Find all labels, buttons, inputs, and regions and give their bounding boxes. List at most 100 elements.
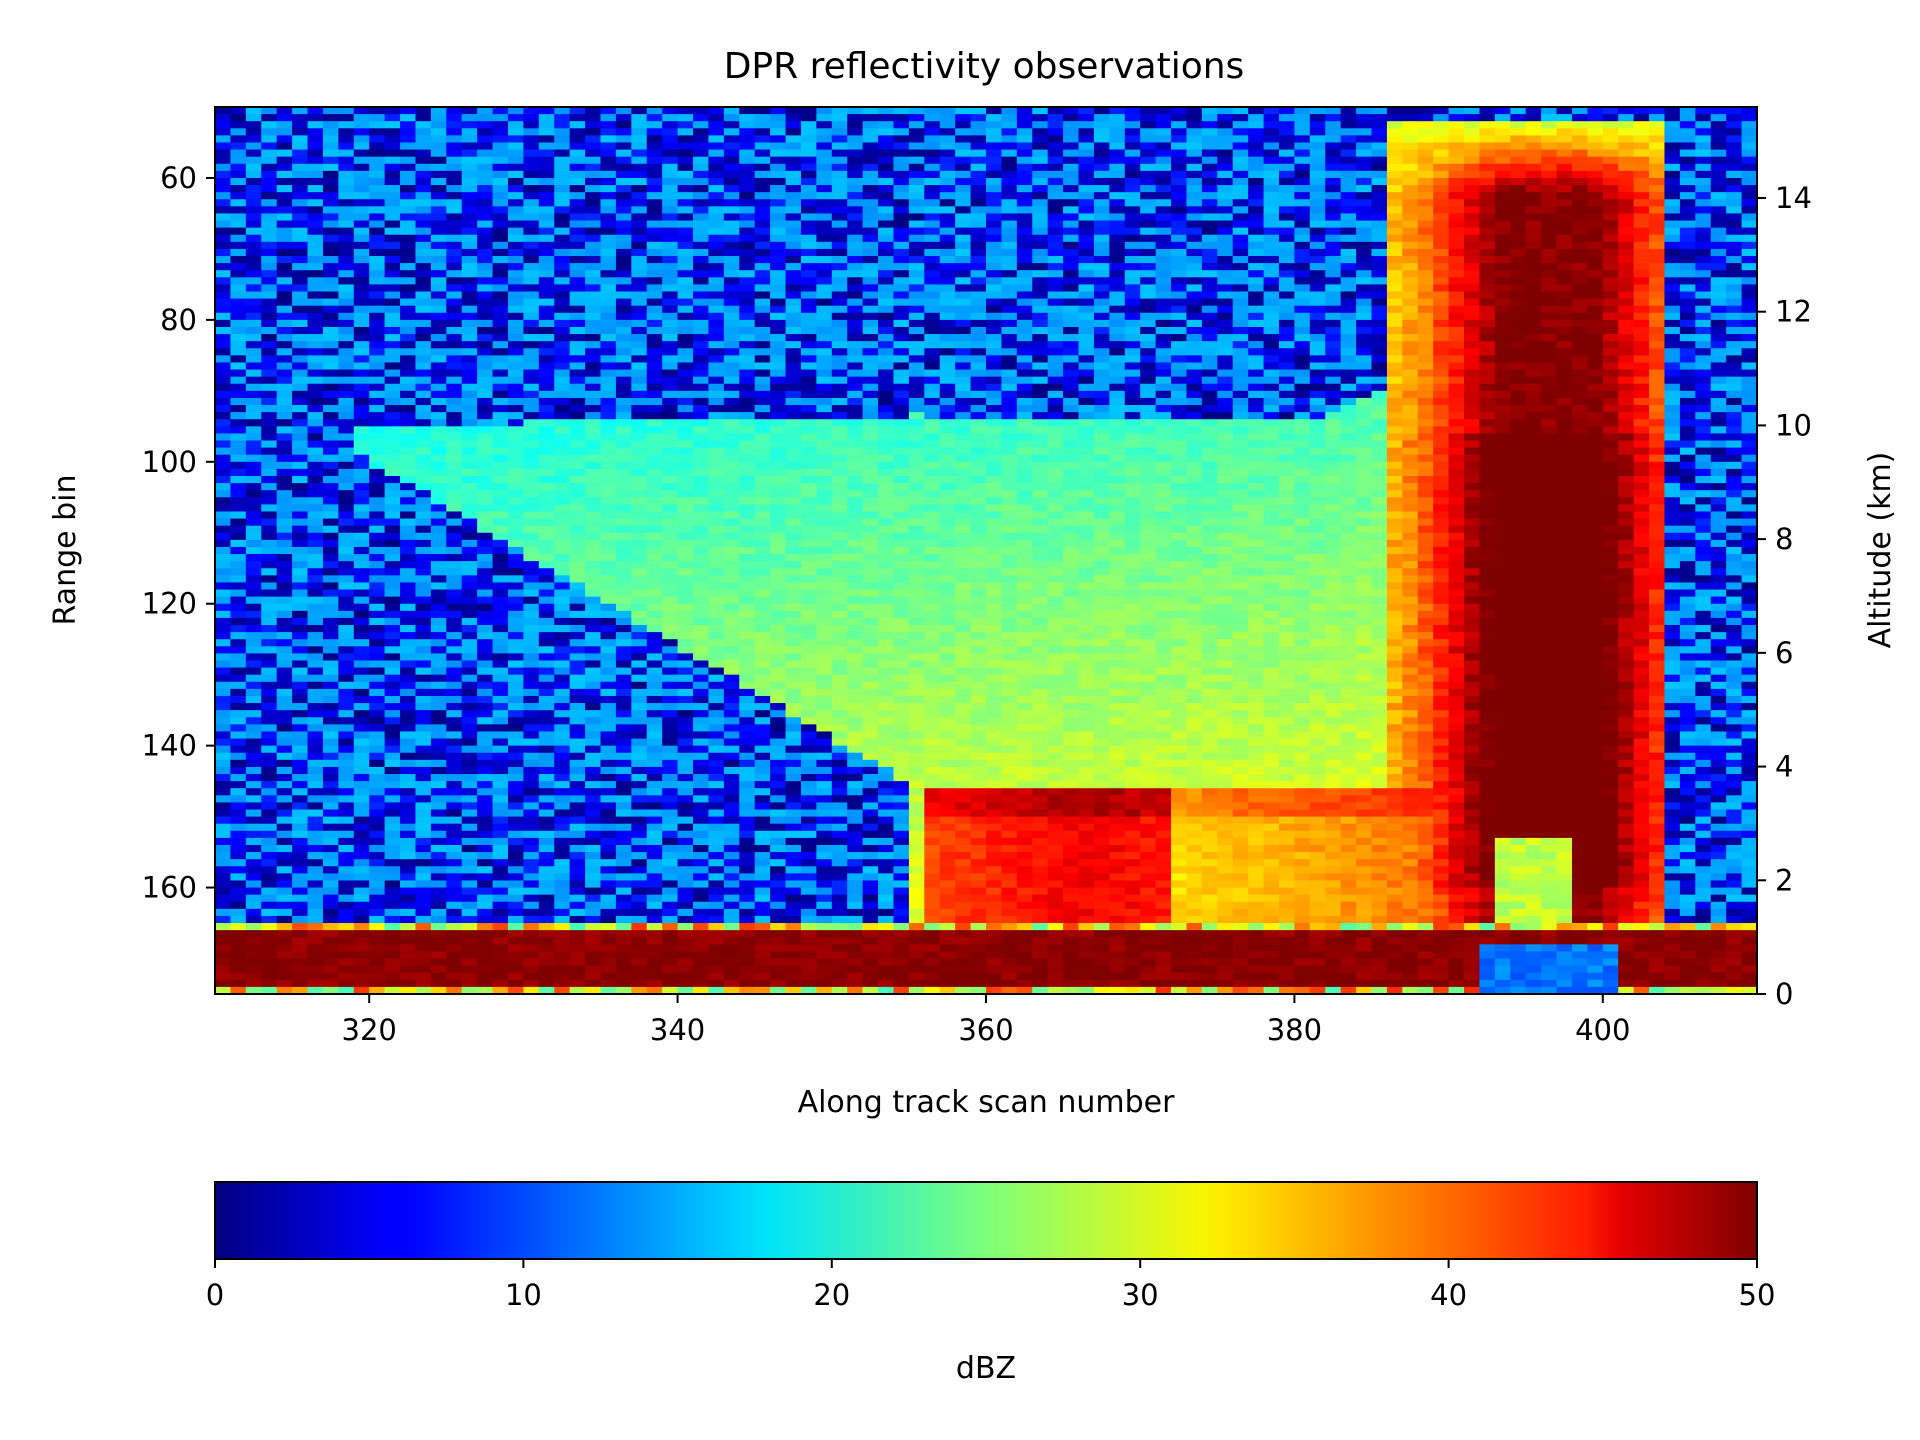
heatmap-cell	[800, 248, 817, 257]
heatmap-cell	[723, 170, 740, 179]
heatmap-cell	[446, 348, 463, 356]
heatmap-cell	[600, 192, 617, 200]
heatmap-cell	[723, 632, 740, 640]
heatmap-cell	[723, 568, 740, 576]
heatmap-cell	[708, 206, 725, 215]
heatmap-cell	[430, 816, 447, 825]
heatmap-cell	[430, 639, 447, 647]
heatmap-cell	[338, 937, 355, 945]
heatmap-cell	[292, 383, 309, 392]
heatmap-cell	[276, 745, 293, 754]
heatmap-cell	[785, 816, 802, 825]
heatmap-cell	[569, 717, 586, 725]
heatmap-cell	[739, 248, 756, 257]
heatmap-cell	[770, 582, 787, 591]
heatmap-cell	[646, 660, 663, 669]
heatmap-cell	[723, 681, 740, 690]
heatmap-cell	[230, 163, 247, 172]
heatmap-cell	[538, 930, 555, 938]
heatmap-cell	[369, 844, 386, 853]
heatmap-cell	[415, 199, 432, 207]
heatmap-cell	[615, 710, 632, 718]
heatmap-cell	[353, 660, 370, 669]
heatmap-cell	[677, 554, 694, 562]
heatmap-cell	[800, 986, 817, 995]
heatmap-cell	[569, 163, 586, 172]
heatmap-cell	[785, 518, 802, 527]
heatmap-cell	[816, 724, 833, 733]
heatmap-cell	[569, 880, 586, 889]
heatmap-cell	[492, 774, 509, 782]
heatmap-cell	[261, 724, 278, 733]
heatmap-cell	[446, 809, 463, 818]
heatmap-cell	[739, 447, 756, 456]
heatmap-cell	[261, 653, 278, 662]
heatmap-cell	[446, 923, 463, 931]
heatmap-cell	[400, 731, 417, 740]
heatmap-cell	[507, 149, 524, 158]
heatmap-cell	[400, 256, 417, 264]
heatmap-cell	[461, 326, 478, 335]
heatmap-cell	[723, 852, 740, 860]
heatmap-cell	[800, 121, 817, 129]
heatmap-cell	[230, 944, 247, 953]
heatmap-cell	[415, 454, 432, 463]
heatmap-cell	[739, 717, 756, 725]
heatmap-cell	[723, 965, 740, 974]
heatmap-cell	[785, 461, 802, 470]
heatmap-cell	[770, 213, 787, 222]
heatmap-cell	[554, 837, 571, 846]
heatmap-cell	[600, 781, 617, 789]
heatmap-cell	[615, 291, 632, 300]
heatmap-cell	[785, 185, 802, 193]
heatmap-cell	[353, 546, 370, 555]
heatmap-cell	[261, 852, 278, 860]
heatmap-cell	[538, 766, 555, 775]
heatmap-cell	[477, 724, 494, 733]
heatmap-cell	[739, 852, 756, 860]
heatmap-cell	[569, 241, 586, 250]
heatmap-cell	[369, 270, 386, 278]
heatmap-cell	[554, 149, 571, 158]
heatmap-cell	[600, 582, 617, 591]
heatmap-cell	[600, 185, 617, 193]
heatmap-cell	[230, 475, 247, 484]
heatmap-cell	[307, 582, 324, 591]
heatmap-cell	[662, 965, 679, 974]
heatmap-cell	[446, 603, 463, 612]
heatmap-cell	[677, 206, 694, 215]
heatmap-cell	[322, 206, 339, 215]
heatmap-cell	[322, 774, 339, 782]
heatmap-cell	[215, 859, 232, 867]
heatmap-cell	[646, 454, 663, 463]
heatmap-cell	[554, 291, 571, 300]
heatmap-cell	[708, 270, 725, 278]
heatmap-cell	[708, 908, 725, 917]
heatmap-cell	[631, 951, 648, 960]
heatmap-cell	[754, 341, 771, 349]
heatmap-cell	[785, 397, 802, 406]
heatmap-cell	[353, 823, 370, 832]
heatmap-cell	[245, 419, 262, 427]
heatmap-cell	[430, 695, 447, 704]
heatmap-cell	[816, 625, 833, 633]
heatmap-cell	[477, 277, 494, 285]
heatmap-cell	[538, 163, 555, 172]
heatmap-cell	[446, 199, 463, 207]
heatmap-cell	[400, 504, 417, 513]
heatmap-cell	[646, 710, 663, 718]
heatmap-cell	[430, 610, 447, 619]
heatmap-cell	[693, 475, 710, 484]
heatmap-cell	[353, 554, 370, 562]
heatmap-cell	[307, 149, 324, 158]
heatmap-cell	[785, 596, 802, 605]
heatmap-cell	[292, 163, 309, 172]
heatmap-cell	[307, 731, 324, 740]
heatmap-cell	[276, 915, 293, 924]
heatmap-cell	[446, 802, 463, 811]
heatmap-cell	[600, 319, 617, 328]
heatmap-cell	[446, 561, 463, 569]
heatmap-cell	[384, 901, 401, 910]
heatmap-cell	[384, 497, 401, 505]
heatmap-cell	[662, 923, 679, 931]
